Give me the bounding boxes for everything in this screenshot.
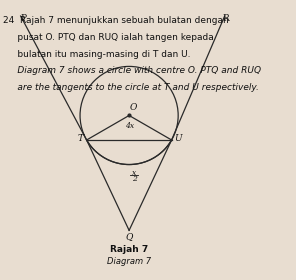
Text: Rajah 7: Rajah 7 [110,245,148,254]
Text: Diagram 7 shows a circle with centre O. PTQ and RUQ: Diagram 7 shows a circle with centre O. … [3,66,261,75]
Text: 4x: 4x [125,122,134,130]
Text: 24  Rajah 7 menunjukkan sebuah bulatan dengan: 24 Rajah 7 menunjukkan sebuah bulatan de… [3,16,228,25]
Text: O: O [129,103,137,112]
Text: are the tangents to the circle at T and U respectively.: are the tangents to the circle at T and … [3,83,258,92]
Text: U: U [174,134,182,143]
Text: pusat O. PTQ dan RUQ ialah tangen kepada: pusat O. PTQ dan RUQ ialah tangen kepada [3,33,213,42]
Text: bulatan itu masing-masing di T dan U.: bulatan itu masing-masing di T dan U. [3,50,190,59]
Text: Q: Q [126,232,133,241]
Text: 2: 2 [132,175,137,183]
Text: x: x [132,169,136,177]
Text: P: P [20,14,26,23]
Text: R: R [223,14,229,23]
Text: T: T [77,134,83,143]
Text: Diagram 7: Diagram 7 [107,257,151,266]
